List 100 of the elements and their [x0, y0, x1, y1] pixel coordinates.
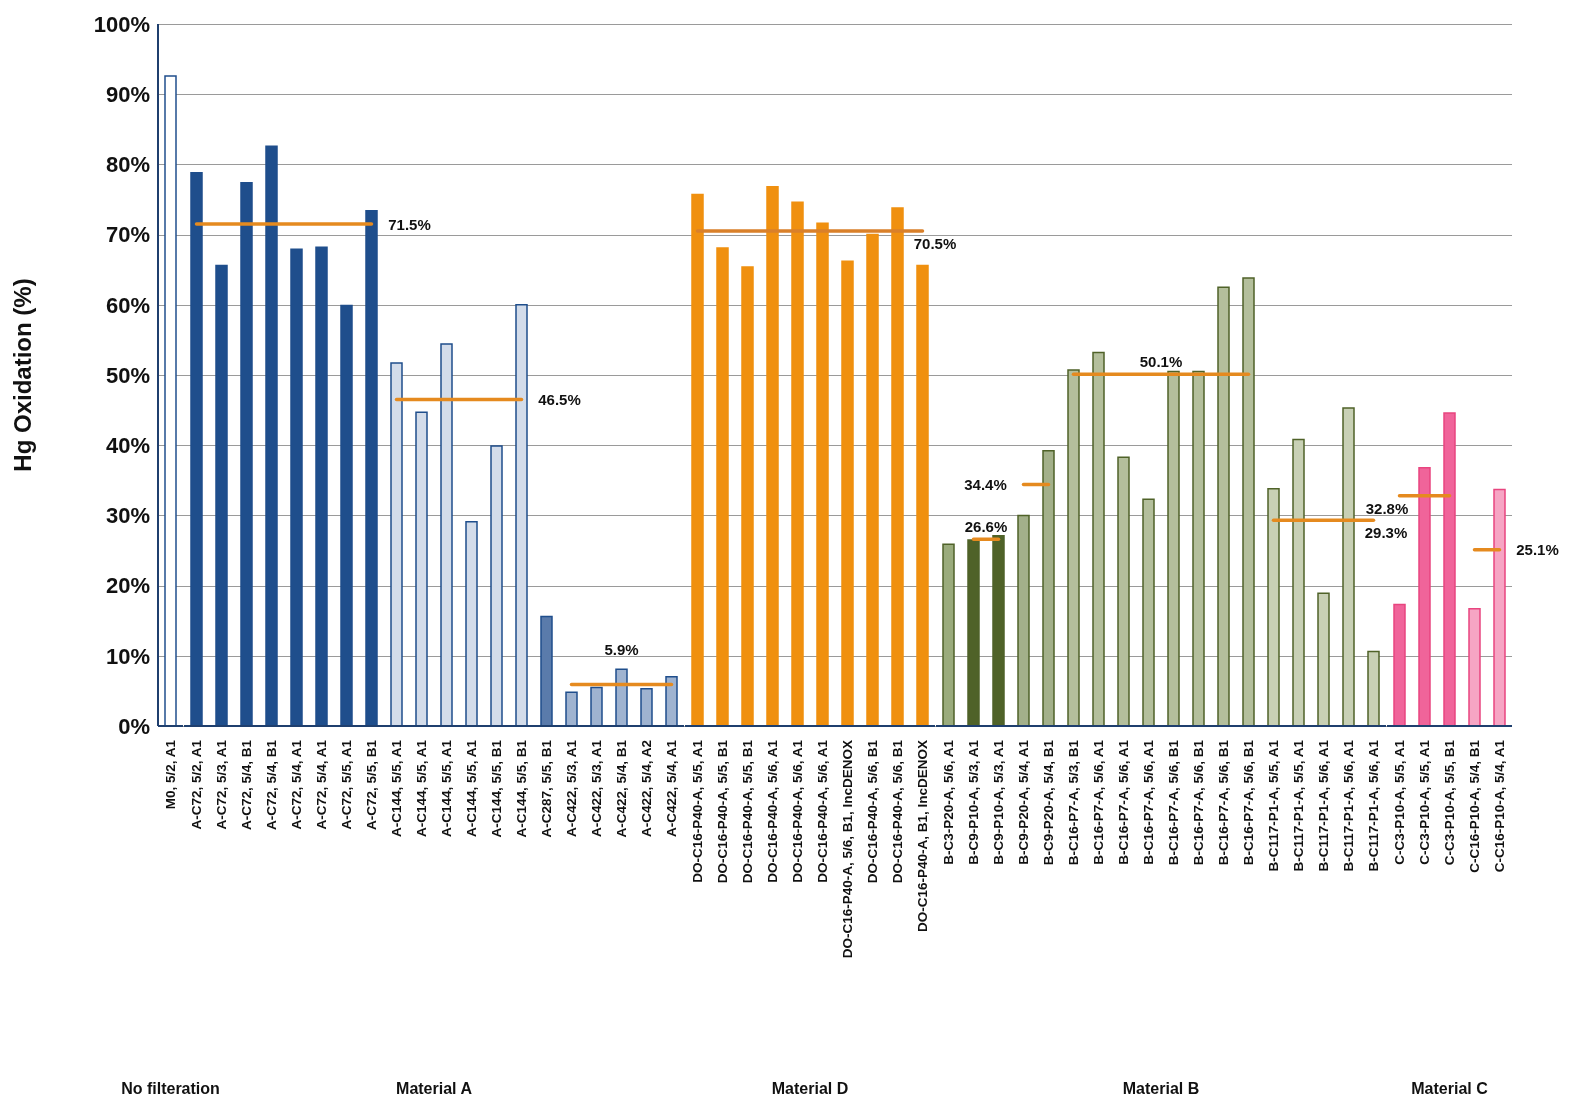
- x-tick-label: C-C3-P10-A, 5/5, A1: [1417, 739, 1432, 865]
- series-label: 26.6%: [964, 518, 1008, 536]
- x-tick-label: B-C117-P1-A, 5/6, A1: [1341, 739, 1356, 872]
- x-tick-label: B-C16-P7-A, 5/6, A1: [1116, 739, 1131, 865]
- bar: [1443, 412, 1456, 726]
- bar: [816, 222, 829, 726]
- x-tick-label: A-C144, 5/5, B1: [514, 739, 529, 838]
- x-tick-label: A-C72, 5/2, A1: [189, 739, 204, 830]
- x-tick-label: A-C144, 5/5, A1: [389, 739, 404, 838]
- bar: [1267, 487, 1280, 726]
- bar: [565, 691, 578, 726]
- x-tick-label: M0, 5/2, A1: [163, 739, 178, 810]
- bar: [415, 411, 428, 726]
- x-tick-label: DO-C16-P40-A, 5/6, A1: [815, 739, 830, 883]
- x-tick-label: C-C3-P10-A, 5/5, A1: [1392, 739, 1407, 865]
- x-tick-label: A-C72, 5/4, B1: [264, 739, 279, 831]
- y-tick-label: 40%: [105, 433, 150, 459]
- series-label: 29.3%: [1364, 524, 1408, 542]
- x-tick-label: A-C287, 5/5, B1: [539, 739, 554, 838]
- x-tick-label: A-C422, 5/4, A1: [664, 739, 679, 838]
- bar: [1142, 498, 1155, 726]
- bar: [1292, 438, 1305, 726]
- x-tick-label: A-C72, 5/4, A1: [314, 739, 329, 830]
- bar: [1242, 277, 1255, 726]
- bar: [891, 207, 904, 726]
- bar: [515, 304, 528, 726]
- x-tick-label: A-C144, 5/5, A1: [414, 739, 429, 838]
- x-tick-label: DO-C16-P40-A, 5/6, A1: [790, 739, 805, 883]
- y-tick-label: 100%: [93, 11, 150, 37]
- x-tick-label: B-C117-P1-A, 5/5, A1: [1291, 739, 1306, 872]
- x-tick-label: B-C16-P7-A, 5/6, A1: [1141, 739, 1156, 865]
- x-tick-label: B-C16-P7-A, 5/6, B1: [1191, 739, 1206, 866]
- x-tick-label: DO-C16-P40-A, 5/6, A1: [765, 739, 780, 883]
- x-tick-label: A-C72, 5/5, A1: [339, 739, 354, 830]
- y-tick-label: 20%: [105, 573, 150, 599]
- x-tick-label: A-C72, 5/5, B1: [364, 739, 379, 831]
- series-label: 70.5%: [913, 235, 957, 253]
- x-tick-label: DO-C16-P40-A, B1, IncDENOX: [915, 740, 930, 933]
- x-tick-label: B-C117-P1-A, 5/6, A1: [1316, 739, 1331, 872]
- bar: [1017, 514, 1030, 726]
- y-tick-label: 30%: [105, 503, 150, 529]
- bar: [1342, 407, 1355, 726]
- x-tick-label: B-C117-P1-A, 5/5, A1: [1266, 739, 1281, 872]
- y-axis-title: Hg Oxidation (%): [8, 278, 36, 472]
- x-tick-label: A-C422, 5/4, A2: [639, 740, 654, 838]
- y-tick-label: 80%: [105, 152, 150, 178]
- bar: [465, 520, 478, 726]
- x-tick-label: B-C16-P7-A, 5/6, B1: [1166, 739, 1181, 866]
- x-tick-label: A-C422, 5/3, A1: [589, 739, 604, 838]
- bar: [791, 201, 804, 726]
- bar: [365, 209, 378, 726]
- series-label: 5.9%: [604, 641, 639, 659]
- bar: [691, 193, 704, 726]
- x-tick-label: DO-C16-P40-A, 5/5, B1: [715, 739, 730, 884]
- bar: [841, 260, 854, 726]
- bar: [1192, 370, 1205, 726]
- x-axis-title: Material B: [1122, 1080, 1200, 1097]
- bar: [916, 264, 929, 726]
- bar: [665, 676, 678, 726]
- bar: [1468, 608, 1481, 726]
- bar: [340, 304, 353, 726]
- series-label: 25.1%: [1516, 541, 1559, 559]
- series-label: 71.5%: [388, 215, 431, 233]
- series-label: 50.1%: [1139, 353, 1183, 371]
- bar: [942, 543, 955, 726]
- bar: [240, 181, 253, 726]
- bar: [992, 535, 1005, 726]
- bar: [1067, 369, 1080, 726]
- bar: [390, 362, 403, 726]
- bar: [490, 445, 503, 726]
- y-tick-label: 60%: [105, 292, 150, 318]
- x-tick-label: A-C72, 5/4, B1: [239, 739, 254, 831]
- bar: [290, 248, 303, 726]
- x-tick-label: C-C3-P10-A, 5/5, B1: [1442, 739, 1457, 866]
- bar: [1092, 351, 1105, 726]
- y-tick-label: 70%: [105, 222, 150, 248]
- x-tick-label: B-C16-P7-A, 5/6, B1: [1241, 739, 1256, 866]
- x-tick-label: C-C16-P10-A, 5/4, A1: [1492, 739, 1507, 873]
- bar: [1393, 603, 1406, 726]
- bar: [190, 172, 203, 726]
- bar: [1418, 466, 1431, 726]
- bar: [615, 668, 628, 726]
- bar: [766, 186, 779, 726]
- x-tick-label: B-C117-P1-A, 5/6, A1: [1366, 739, 1381, 872]
- bar: [640, 688, 653, 726]
- bar: [866, 233, 879, 726]
- y-tick-label: 10%: [105, 643, 150, 669]
- x-tick-label: A-C144, 5/5, B1: [489, 739, 504, 838]
- y-tick-label: 0%: [118, 713, 150, 739]
- x-axis-title: Material C: [1411, 1080, 1489, 1097]
- bar: [215, 264, 228, 726]
- y-tick-label: 50%: [105, 362, 150, 388]
- bar: [315, 246, 328, 726]
- x-tick-label: B-C9-P10-A, 5/3, A1: [966, 739, 981, 865]
- x-tick-label: B-C16-P7-A, 5/6, B1: [1216, 739, 1231, 866]
- x-tick-label: C-C16-P10-A, 5/4, B1: [1467, 739, 1482, 873]
- x-tick-label: A-C72, 5/4, A1: [289, 739, 304, 830]
- x-tick-label: B-C9-P20-A, 5/4, B1: [1041, 739, 1056, 866]
- x-axis-title: Material A: [396, 1080, 473, 1097]
- x-tick-label: DO-C16-P40-A, 5/6, B1, IncDENOX: [840, 740, 855, 959]
